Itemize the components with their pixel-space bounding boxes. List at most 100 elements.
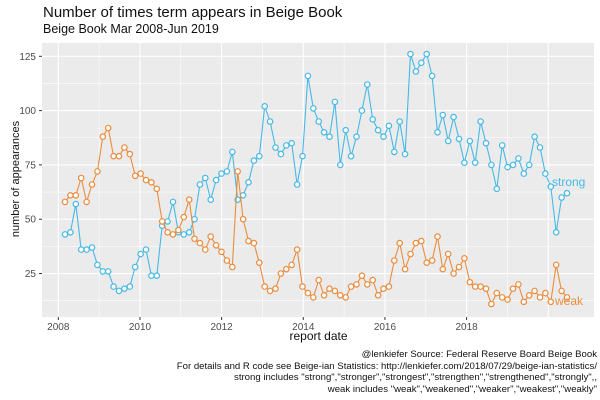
y-tick-label: 25: [25, 269, 37, 280]
data-point-strong: [488, 161, 495, 169]
data-point-weak: [558, 287, 565, 295]
data-point-weak: [245, 237, 252, 245]
data-point-weak: [309, 294, 317, 301]
data-point-strong: [493, 185, 501, 193]
data-point-strong: [536, 144, 544, 151]
data-point-strong: [282, 142, 290, 149]
data-point-strong: [444, 137, 452, 145]
data-point-weak: [542, 289, 549, 297]
data-point-strong: [369, 116, 377, 123]
data-point-weak: [347, 283, 355, 290]
data-point-weak: [428, 257, 436, 264]
data-point-weak: [110, 152, 117, 160]
data-point-weak: [137, 170, 144, 177]
data-point-strong: [196, 181, 204, 188]
data-point-weak: [255, 259, 263, 267]
data-point-weak: [239, 215, 247, 223]
data-point-weak: [77, 174, 85, 182]
data-point-weak: [185, 196, 193, 204]
data-point-weak: [504, 296, 511, 303]
data-point-weak: [536, 294, 544, 301]
data-point-strong: [326, 133, 333, 141]
data-point-strong: [304, 72, 312, 80]
data-point-strong: [390, 148, 398, 156]
data-point-strong: [461, 159, 468, 167]
data-point-strong: [347, 152, 355, 160]
data-point-strong: [342, 126, 350, 134]
data-point-weak: [94, 168, 101, 175]
data-point-weak: [493, 289, 501, 297]
data-point-weak: [180, 213, 188, 221]
data-point-weak: [434, 233, 441, 240]
data-point-strong: [272, 144, 279, 151]
data-point-strong: [83, 246, 90, 253]
caption-line-3: strong includes "strong","stronger","str…: [234, 372, 597, 384]
data-point-weak: [482, 285, 490, 293]
data-point-weak: [282, 265, 290, 273]
data-point-weak: [218, 248, 225, 256]
data-point-strong: [67, 229, 74, 236]
y-tick-label: 75: [25, 160, 37, 171]
data-point-strong: [99, 268, 107, 275]
data-point-weak: [320, 291, 328, 299]
data-point-weak: [175, 226, 182, 234]
y-tick-label: 50: [25, 215, 37, 226]
data-point-strong: [434, 129, 441, 136]
data-point-weak: [390, 257, 398, 264]
data-point-weak: [417, 237, 425, 245]
data-point-strong: [250, 157, 258, 164]
data-point-strong: [148, 272, 155, 280]
data-point-weak: [498, 294, 506, 301]
data-point-strong: [315, 118, 323, 125]
data-point-strong: [423, 50, 431, 58]
data-point-weak: [196, 239, 204, 247]
data-point-weak: [531, 287, 538, 295]
data-point-strong: [169, 198, 177, 206]
data-point-weak: [450, 270, 457, 277]
data-point-strong: [185, 229, 193, 236]
x-tick-label: 2014: [292, 322, 315, 333]
data-point-strong: [121, 285, 128, 293]
data-point-strong: [245, 179, 252, 186]
data-point-strong: [207, 196, 215, 204]
data-point-strong: [455, 135, 463, 143]
data-point-weak: [212, 242, 220, 249]
data-point-weak: [326, 285, 333, 293]
data-point-strong: [309, 105, 317, 112]
data-point-strong: [126, 283, 134, 290]
x-tick-label: 2010: [129, 322, 152, 333]
data-point-weak: [88, 181, 96, 188]
data-point-strong: [61, 231, 69, 238]
data-point-weak: [461, 254, 468, 262]
data-point-strong: [504, 163, 511, 171]
data-point-strong: [331, 98, 339, 106]
data-point-strong: [72, 200, 80, 208]
series-label-weak: weak: [554, 294, 584, 308]
data-point-weak: [164, 229, 171, 236]
data-point-strong: [353, 133, 360, 141]
data-point-strong: [299, 152, 306, 160]
data-point-weak: [396, 239, 404, 247]
data-point-weak: [336, 291, 344, 299]
data-point-strong: [277, 150, 285, 158]
chart-caption: @lenkiefer Source: Federal Reserve Board…: [177, 349, 597, 395]
data-point-weak: [148, 179, 155, 186]
data-point-strong: [131, 263, 139, 271]
data-point-strong: [293, 181, 301, 188]
data-point-strong: [223, 168, 231, 175]
page-title: Number of times term appears in Beige Bo…: [43, 4, 343, 21]
data-point-strong: [401, 150, 409, 158]
data-point-strong: [525, 161, 533, 169]
data-point-strong: [498, 142, 506, 149]
data-point-weak: [126, 150, 134, 158]
x-axis-label: report date: [289, 329, 348, 343]
data-point-weak: [207, 233, 215, 240]
data-point-weak: [229, 263, 236, 271]
data-point-weak: [369, 276, 377, 284]
data-point-strong: [110, 283, 117, 290]
data-point-weak: [266, 287, 274, 295]
data-point-strong: [180, 231, 188, 238]
data-point-strong: [336, 161, 344, 169]
data-point-strong: [531, 133, 538, 141]
data-point-weak: [131, 172, 139, 180]
